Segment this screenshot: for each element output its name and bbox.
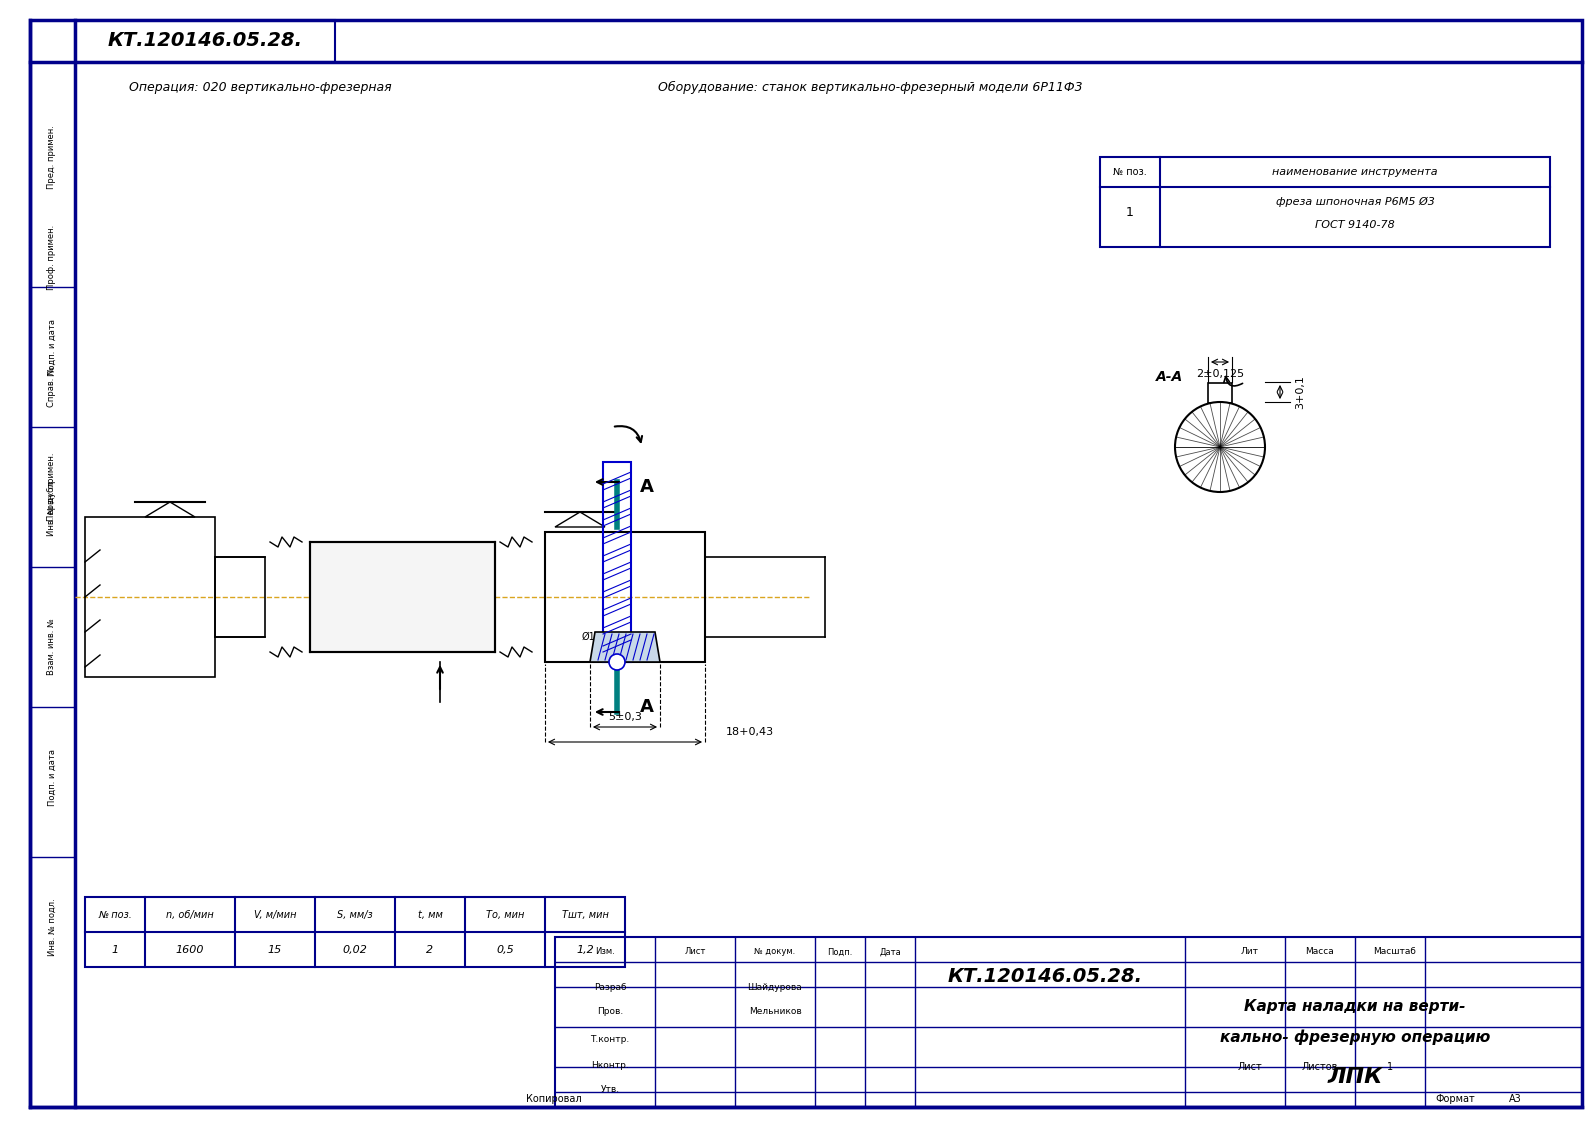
Text: Разраб: Разраб (594, 983, 626, 992)
Text: 2±0,125: 2±0,125 (1196, 369, 1243, 379)
Text: Проф. примен.: Проф. примен. (48, 224, 56, 290)
Bar (1100, 157, 1551, 247)
Text: наименование инструмента: наименование инструмента (1272, 167, 1438, 177)
Text: Т.контр.: Т.контр. (591, 1035, 629, 1044)
Text: 0,5: 0,5 (497, 946, 514, 955)
Text: Нконтр.: Нконтр. (591, 1061, 629, 1070)
Text: № докум.: № докум. (755, 948, 796, 957)
Text: А-А: А-А (1156, 370, 1183, 384)
Text: Пров.: Пров. (597, 1008, 622, 1017)
Text: Изм.: Изм. (595, 948, 615, 957)
Text: 0,02: 0,02 (342, 946, 368, 955)
Text: Лит: Лит (1242, 948, 1259, 957)
Text: Взам. инв. №: Взам. инв. № (48, 619, 56, 675)
Text: фреза шпоночная Р6М5 Ø3: фреза шпоночная Р6М5 Ø3 (1275, 197, 1434, 207)
Text: № поз.: № поз. (1113, 167, 1146, 177)
Text: 3+0,1: 3+0,1 (1294, 375, 1305, 409)
Text: n, об/мин: n, об/мин (166, 909, 213, 920)
Text: Листов: Листов (1302, 1062, 1339, 1072)
Text: Подп. и дата: Подп. и дата (48, 748, 56, 806)
Text: ЛПК: ЛПК (1328, 1067, 1383, 1088)
Text: Формат: Формат (1434, 1094, 1474, 1104)
Text: 1: 1 (111, 946, 118, 955)
Text: 15: 15 (267, 946, 282, 955)
Text: Тшт, мин: Тшт, мин (562, 909, 608, 920)
Text: Лист: Лист (1237, 1062, 1262, 1072)
Text: t, мм: t, мм (417, 909, 443, 920)
Text: 5±0,3: 5±0,3 (608, 712, 642, 722)
Text: Справ. №: Справ. № (48, 366, 56, 407)
Text: Шайдурова: Шайдурова (748, 983, 802, 992)
Text: S, мм/з: S, мм/з (338, 909, 373, 920)
Text: Масса: Масса (1305, 948, 1334, 957)
Text: 18+0,43: 18+0,43 (726, 727, 774, 737)
Text: Мельников: Мельников (748, 1008, 801, 1017)
Bar (84, 897, 626, 967)
Text: 1: 1 (1387, 1062, 1393, 1072)
Text: Дата: Дата (879, 948, 901, 957)
Text: Масштаб: Масштаб (1374, 948, 1417, 957)
Bar (75, 20, 334, 62)
Bar (215, 557, 264, 637)
Text: 2: 2 (427, 946, 433, 955)
Text: А: А (640, 478, 654, 496)
Text: Лист: Лист (685, 948, 705, 957)
Circle shape (1175, 402, 1266, 492)
Text: А: А (640, 698, 654, 716)
Text: КТ.120146.05.28.: КТ.120146.05.28. (947, 967, 1143, 986)
Polygon shape (591, 632, 661, 662)
Text: 1,2: 1,2 (576, 946, 594, 955)
Polygon shape (145, 502, 194, 517)
Text: Инв. № подл.: Инв. № подл. (48, 898, 56, 956)
Text: Копировал: Копировал (527, 1094, 581, 1104)
Text: 1: 1 (1126, 205, 1134, 219)
Text: 1600: 1600 (175, 946, 204, 955)
Text: Оборудование: станок вертикально-фрезерный модели 6Р11Ф3: Оборудование: станок вертикально-фрезерн… (657, 80, 1083, 94)
Text: Инв. № дубл.: Инв. № дубл. (48, 478, 56, 535)
Bar (84, 517, 215, 677)
Bar (603, 462, 630, 662)
Text: Первн. примен.: Первн. примен. (48, 453, 56, 522)
Text: Пред. примен.: Пред. примен. (48, 125, 56, 189)
Text: Операция: 020 вертикально-фрезерная: Операция: 020 вертикально-фрезерная (129, 80, 392, 94)
Text: ГОСТ 9140-78: ГОСТ 9140-78 (1315, 220, 1395, 230)
Polygon shape (556, 512, 605, 527)
Bar (556, 937, 1582, 1107)
Text: V, м/мин: V, м/мин (253, 909, 296, 920)
Text: Подп. и дата: Подп. и дата (48, 319, 56, 375)
Text: Ø1: Ø1 (581, 632, 595, 642)
Text: КТ.120146.05.28.: КТ.120146.05.28. (108, 32, 302, 51)
Bar (310, 542, 495, 653)
Text: Утв.: Утв. (600, 1084, 619, 1093)
Bar (1208, 383, 1232, 403)
Bar (544, 532, 705, 662)
Text: № поз.: № поз. (99, 909, 132, 920)
Text: Карта наладки на верти-: Карта наладки на верти- (1245, 1000, 1466, 1014)
Text: А3: А3 (1509, 1094, 1522, 1104)
Text: Подп.: Подп. (828, 948, 853, 957)
Text: Тo, мин: Тo, мин (486, 909, 524, 920)
Circle shape (610, 654, 626, 669)
Text: кально- фрезерную операцию: кально- фрезерную операцию (1219, 1029, 1490, 1045)
